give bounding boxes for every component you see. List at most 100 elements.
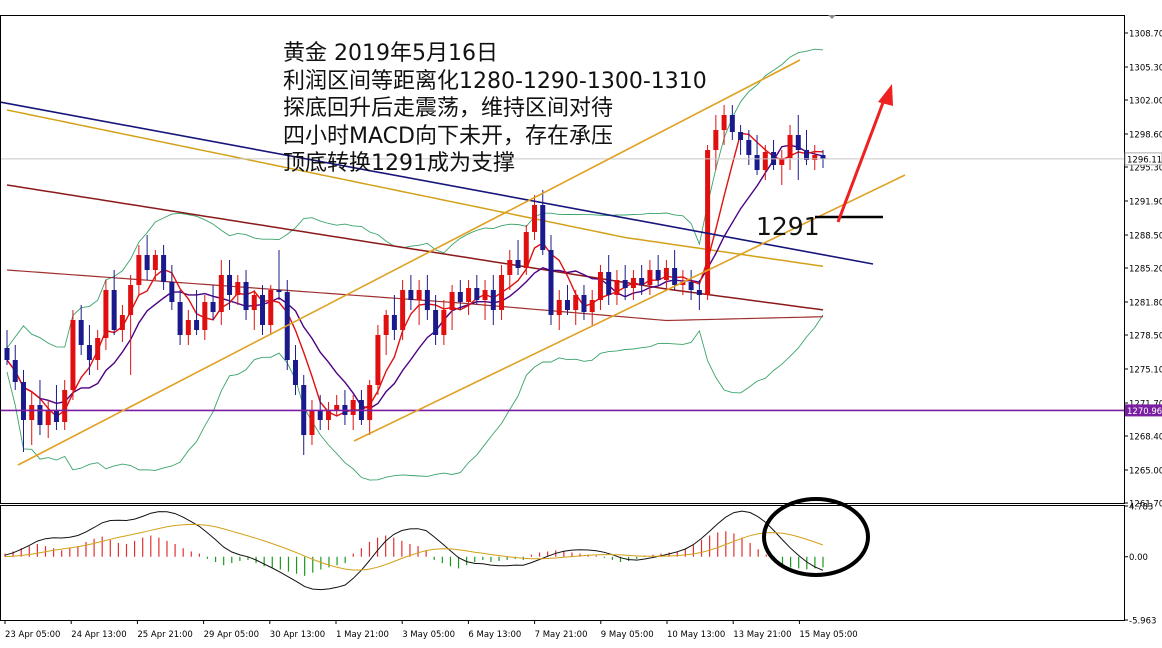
candle-body — [516, 260, 521, 268]
time-tick-label: 25 Apr 21:00 — [137, 630, 192, 640]
time-tick-label: 1 May 21:00 — [336, 630, 389, 640]
candle-body — [623, 280, 628, 288]
candle-body — [417, 290, 422, 300]
price-tick-label: 1281.80 — [1129, 299, 1162, 309]
candle-body — [178, 302, 183, 335]
candle-body — [656, 270, 661, 280]
time-tick-label: 24 Apr 13:00 — [71, 630, 126, 640]
macd-tick-label: 0.00 — [1129, 553, 1148, 563]
candle-body — [29, 405, 34, 420]
candle-body — [598, 272, 603, 300]
time-tick-label: 7 May 21:00 — [535, 630, 588, 640]
time-tick-label: 6 May 13:00 — [468, 630, 521, 640]
candle-body — [87, 345, 92, 360]
candle-body — [499, 275, 504, 310]
candle-body — [145, 255, 150, 270]
candle-body — [384, 315, 389, 335]
candle-body — [70, 320, 75, 390]
price-tick-label: 1268.40 — [1129, 433, 1162, 443]
candle-body — [614, 280, 619, 295]
candle-body — [408, 290, 413, 300]
price-tick-label: 1298.60 — [1129, 131, 1162, 141]
candle-body — [21, 382, 26, 420]
candle-body — [103, 290, 108, 338]
candle-body — [532, 205, 537, 232]
candle-body — [392, 315, 397, 330]
candle-body — [573, 295, 578, 310]
candle-body — [120, 315, 125, 330]
candle-body — [13, 360, 18, 382]
candle-body — [79, 320, 84, 345]
candle-body — [763, 152, 768, 170]
candle-body — [128, 285, 133, 315]
price-tick-label: 1288.50 — [1129, 232, 1162, 242]
candle-body — [458, 292, 463, 302]
candle-body — [202, 302, 207, 330]
time-tick-label: 30 Apr 13:00 — [270, 630, 325, 640]
candle-body — [5, 348, 10, 360]
candle-body — [54, 410, 59, 422]
candle-body — [689, 282, 694, 290]
candle-body — [219, 275, 224, 312]
candle-body — [186, 320, 191, 335]
candle-body — [37, 405, 42, 425]
price-tick-label: 1305.30 — [1129, 64, 1162, 74]
candle-body — [351, 400, 356, 415]
candle-body — [450, 292, 455, 310]
candle-body — [722, 115, 727, 130]
candle-body — [260, 295, 265, 325]
candle-body — [466, 288, 471, 302]
time-tick-label: 29 Apr 05:00 — [204, 630, 259, 640]
macd-tick-label: -5.963 — [1129, 617, 1156, 627]
candle-body — [557, 300, 562, 315]
candle-body — [788, 135, 793, 158]
candle-body — [334, 405, 339, 410]
candle-body — [268, 290, 273, 325]
candle-body — [95, 338, 100, 360]
candle-body — [672, 268, 677, 285]
price-tick-label: 1278.50 — [1129, 332, 1162, 342]
candle-body — [112, 290, 117, 330]
candle-body — [639, 278, 644, 285]
candle-body — [318, 410, 323, 420]
candle-body — [235, 282, 240, 295]
candle-body — [590, 300, 595, 312]
candle-body — [367, 385, 372, 420]
support-level-label: 1291 — [756, 212, 820, 241]
candle-body — [252, 295, 257, 310]
price-tick-label: 1275.10 — [1129, 366, 1162, 376]
annotation-line-trend: 探底回升后走震荡，维持区间对待 — [283, 95, 707, 123]
candle-body — [169, 282, 174, 302]
candle-body — [194, 320, 199, 330]
candle-body — [697, 290, 702, 295]
time-tick-label: 23 Apr 05:00 — [5, 630, 60, 640]
candle-body — [375, 335, 380, 385]
time-tick-label: 15 May 05:00 — [799, 630, 857, 640]
annotation-line-support: 顶底转换1291成为支撑 — [283, 150, 707, 178]
candle-body — [433, 310, 438, 335]
candle-body — [46, 410, 51, 425]
time-tick-label: 9 May 05:00 — [601, 630, 654, 640]
candle-body — [309, 410, 314, 435]
candle-body — [565, 300, 570, 310]
candle-body — [62, 390, 67, 422]
candle-body — [606, 272, 611, 295]
candle-body — [631, 278, 636, 288]
annotation-line-macd: 四小时MACD向下未开，存在承压 — [283, 123, 707, 151]
candle-body — [227, 275, 232, 295]
time-tick-label: 13 May 21:00 — [733, 630, 791, 640]
candle-body — [425, 290, 430, 310]
price-tick-label: 1285.20 — [1129, 265, 1162, 275]
candle-body — [491, 290, 496, 310]
candle-body — [549, 250, 554, 315]
candle-body — [755, 155, 760, 170]
candle-body — [211, 302, 216, 312]
price-tick-label: 1302.00 — [1129, 97, 1162, 107]
candle-body — [136, 255, 141, 285]
candle-body — [153, 255, 158, 270]
price-tick-label: 1308.70 — [1129, 30, 1162, 40]
candle-body — [507, 260, 512, 275]
candle-body — [647, 270, 652, 285]
annotation-line-range: 利润区间等距离化1280-1290-1300-1310 — [283, 68, 707, 96]
